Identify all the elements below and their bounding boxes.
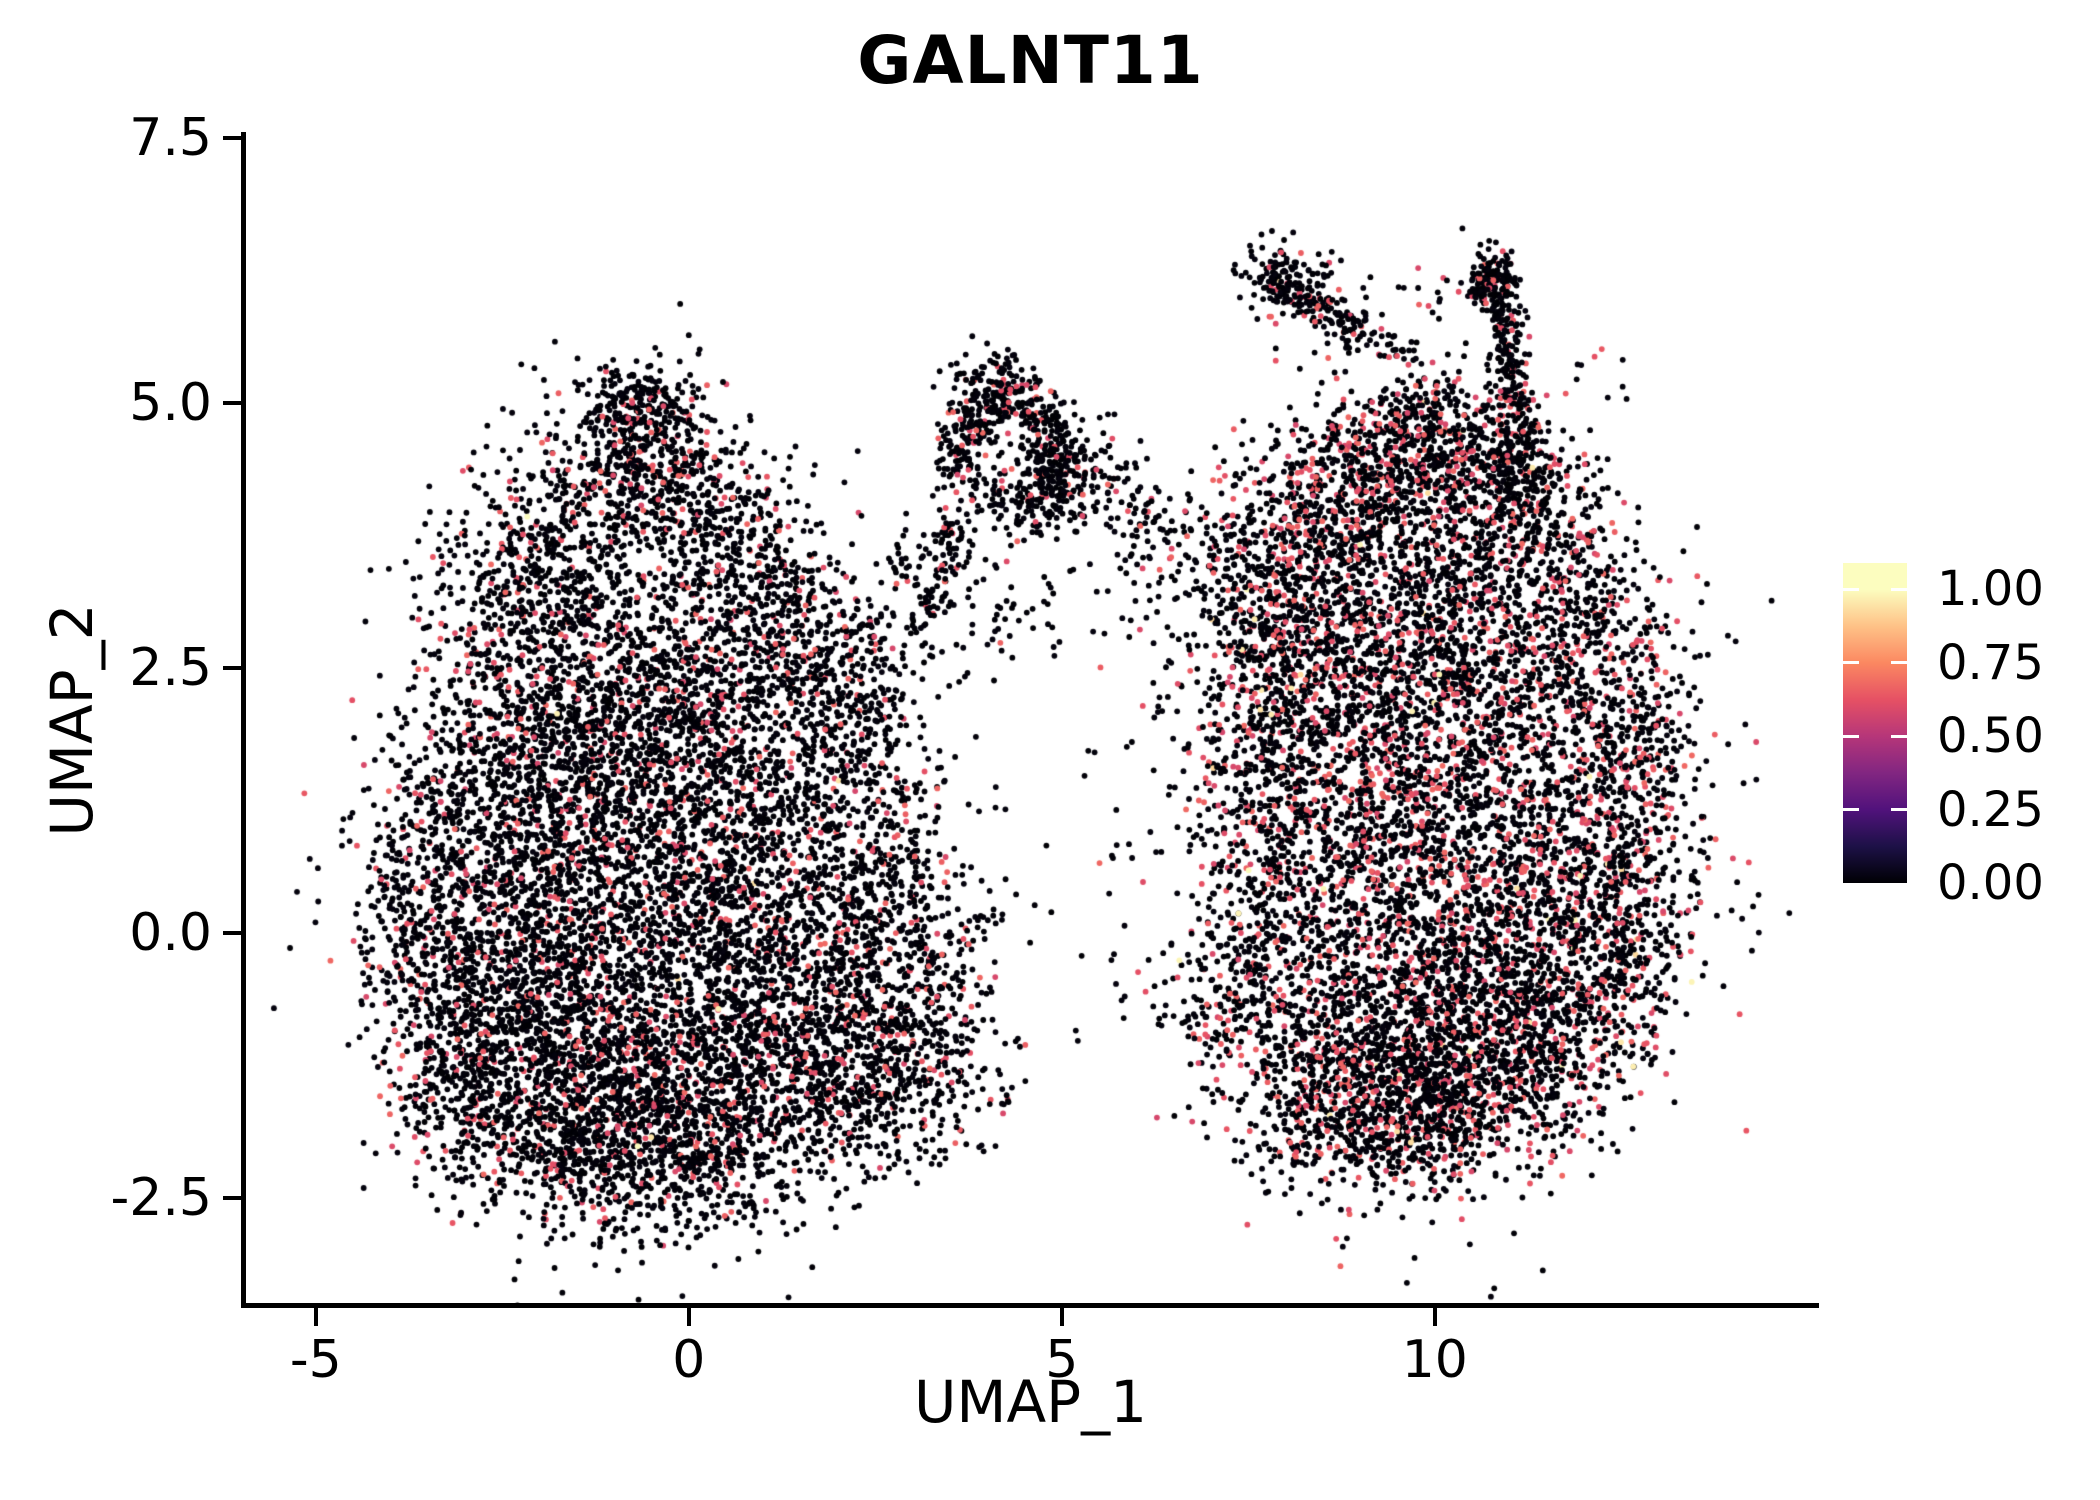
y-axis-line xyxy=(241,132,246,1308)
scatter-points-canvas xyxy=(245,132,1816,1306)
colorbar-tick-label: 0.00 xyxy=(1937,855,2044,911)
colorbar-tick-label: 0.25 xyxy=(1937,781,2044,838)
y-tick-label: 0.0 xyxy=(129,903,212,964)
y-tick-mark xyxy=(223,931,241,936)
y-tick-label: 5.0 xyxy=(129,373,212,434)
y-tick-label: 2.5 xyxy=(129,638,212,699)
x-tick-label: 10 xyxy=(1401,1330,1468,1390)
colorbar-tick-label: 0.50 xyxy=(1937,708,2044,765)
colorbar-tick-mark xyxy=(1891,661,1907,665)
y-tick-mark xyxy=(223,401,241,406)
x-tick-mark xyxy=(686,1308,691,1326)
y-tick-mark xyxy=(223,136,241,141)
colorbar-tick-mark xyxy=(1843,661,1859,665)
colorbar-tick-mark xyxy=(1891,734,1907,738)
y-tick-mark xyxy=(223,1195,241,1200)
colorbar-tick-mark xyxy=(1843,808,1859,812)
x-tick-mark xyxy=(1432,1308,1437,1326)
x-axis-label: UMAP_1 xyxy=(913,1368,1148,1436)
colorbar-tick-mark xyxy=(1891,587,1907,591)
y-tick-mark xyxy=(223,666,241,671)
plot-title: GALNT11 xyxy=(857,22,1204,99)
colorbar-tick-label: 0.75 xyxy=(1937,634,2044,691)
x-tick-mark xyxy=(1059,1308,1064,1326)
plot-panel xyxy=(245,132,1816,1306)
x-tick-mark xyxy=(313,1308,318,1326)
colorbar-tick-mark xyxy=(1891,808,1907,812)
y-tick-label: 7.5 xyxy=(129,108,212,169)
x-tick-label: -5 xyxy=(289,1330,342,1390)
y-tick-label: -2.5 xyxy=(110,1167,212,1228)
x-axis-line xyxy=(241,1303,1819,1308)
x-tick-label: 5 xyxy=(1045,1330,1079,1390)
colorbar-tick-mark xyxy=(1843,587,1859,591)
x-tick-label: 0 xyxy=(672,1330,706,1390)
colorbar xyxy=(1843,563,1907,883)
colorbar-tick-mark xyxy=(1843,734,1859,738)
colorbar-tick-label: 1.00 xyxy=(1937,561,2044,618)
